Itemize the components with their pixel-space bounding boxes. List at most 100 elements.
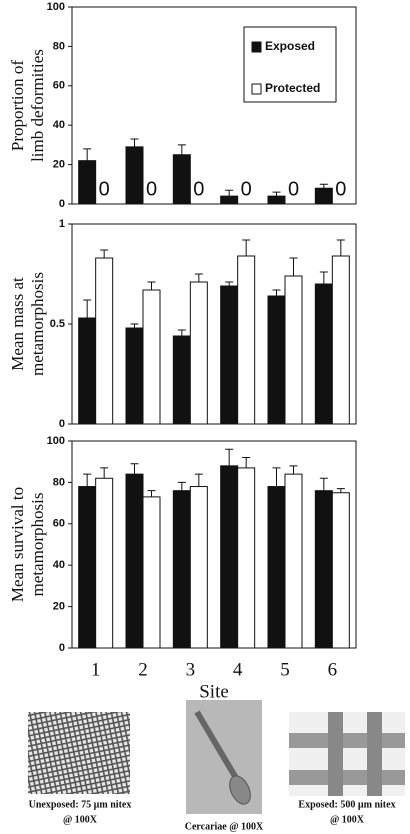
y-tick-label: 100: [47, 435, 65, 447]
bar: [237, 255, 256, 425]
y-tick-label: 100: [47, 1, 65, 13]
bar: [125, 327, 144, 425]
plot-frame: [71, 223, 357, 425]
legend-label: Protected: [265, 81, 320, 95]
error-bar: [100, 467, 109, 479]
bar: [172, 490, 191, 649]
bar: [267, 486, 286, 649]
y-tick-label: 40: [53, 559, 65, 571]
x-tick-label: 5: [280, 659, 290, 680]
error-bar: [130, 138, 139, 147]
y-axis-label: Mean mass at: [8, 277, 27, 371]
y-axis-label: metamorphosis: [28, 272, 47, 376]
error-bar: [177, 481, 186, 491]
plot-frame: [71, 6, 357, 205]
error-bar: [130, 463, 139, 475]
bar: [314, 187, 333, 205]
plot-frame: [71, 440, 357, 649]
bar: [220, 285, 239, 425]
legend-swatch: [251, 83, 262, 95]
error-bar: [319, 271, 328, 284]
bar: [284, 473, 303, 649]
bar: [142, 289, 161, 425]
bar: [331, 492, 350, 649]
error-bar: [272, 191, 281, 197]
bar: [237, 467, 256, 649]
bar: [172, 154, 191, 205]
y-axis-label: Mean survival to: [8, 487, 27, 602]
error-bar: [319, 477, 328, 491]
bar: [172, 335, 191, 425]
legend-label: Exposed: [265, 39, 315, 53]
bar: [142, 496, 161, 649]
y-axis-label: limb deformities: [28, 49, 47, 162]
y-tick-label: 1: [59, 218, 65, 230]
image-coarse-mesh: [289, 712, 405, 796]
data-label: 0: [193, 178, 204, 200]
bar: [125, 473, 144, 649]
bar: [267, 295, 286, 425]
y-tick-label: 0.5: [50, 318, 65, 330]
error-bar: [289, 465, 298, 475]
error-bar: [194, 273, 203, 282]
error-bar: [336, 488, 345, 493]
y-tick-label: 80: [53, 40, 65, 52]
x-tick-label: 1: [91, 659, 101, 680]
x-tick-label: 2: [138, 659, 148, 680]
error-bar: [225, 448, 234, 466]
bar: [78, 160, 97, 205]
y-tick-label: 20: [53, 601, 65, 613]
error-bar: [319, 183, 328, 189]
bar: [331, 255, 350, 425]
data-label: 0: [335, 178, 346, 200]
bar: [95, 477, 114, 649]
data-label: 0: [288, 178, 299, 200]
y-tick-label: 40: [53, 119, 65, 131]
image-cercariae: [186, 700, 262, 814]
bar: [220, 465, 239, 649]
error-bar: [83, 473, 92, 487]
error-bar: [83, 299, 92, 318]
bar: [314, 490, 333, 649]
error-bar: [130, 323, 139, 328]
y-tick-label: 80: [53, 476, 65, 488]
bar: [125, 146, 144, 205]
x-tick-label: 4: [233, 659, 243, 680]
bar: [95, 257, 114, 425]
figure-caption: Cercariae @ 100X: [185, 821, 264, 832]
error-bar: [177, 144, 186, 155]
error-bar: [194, 473, 203, 487]
bar: [189, 281, 208, 425]
error-bar: [177, 329, 186, 336]
y-axis-label: Proportion of: [8, 60, 27, 151]
x-tick-label: 3: [186, 659, 196, 680]
figure-caption: @ 100X: [330, 814, 365, 825]
y-tick-label: 20: [53, 159, 65, 171]
error-bar: [225, 189, 234, 197]
error-bar: [83, 148, 92, 161]
error-bar: [147, 490, 156, 497]
x-tick-label: 6: [328, 659, 338, 680]
error-bar: [147, 281, 156, 290]
error-bar: [225, 281, 234, 286]
image-fine-mesh: [28, 712, 130, 794]
data-label: 0: [146, 178, 157, 200]
y-tick-label: 60: [53, 518, 65, 530]
y-axis-label: metamorphosis: [28, 493, 47, 597]
error-bar: [242, 457, 251, 468]
error-bar: [100, 249, 109, 258]
error-bar: [289, 257, 298, 276]
bar: [78, 317, 97, 425]
figure-caption: Exposed: 500 µm nitex: [298, 799, 395, 810]
data-label: 0: [241, 178, 252, 200]
x-axis-label: Site: [199, 681, 229, 702]
bar: [78, 486, 97, 649]
error-bar: [336, 239, 345, 256]
legend-swatch: [251, 41, 262, 53]
y-tick-label: 0: [59, 198, 65, 210]
data-label: 0: [99, 178, 110, 200]
figure-caption: @ 100X: [63, 814, 98, 825]
y-tick-label: 0: [59, 642, 65, 654]
y-tick-label: 60: [53, 80, 65, 92]
